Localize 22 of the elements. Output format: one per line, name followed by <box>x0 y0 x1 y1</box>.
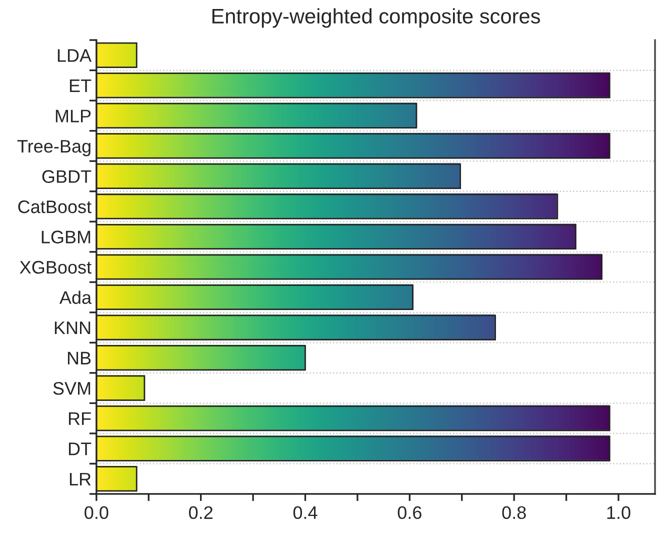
y-tick-label: XGBoost <box>20 260 92 274</box>
x-tick-label: 0.2 <box>188 506 212 520</box>
y-tick-label: Ada <box>59 290 92 304</box>
chart-title: Entropy-weighted composite scores <box>212 8 540 28</box>
y-tick-label: CatBoost <box>18 200 92 214</box>
y-tick-label: KNN <box>54 322 90 334</box>
y-tick-label: LGBM <box>42 230 90 244</box>
y-tick-label: RF <box>68 412 91 425</box>
x-tick-label: 0.6 <box>398 506 422 520</box>
y-tick-label: MLP <box>56 110 91 122</box>
y-tick-label: LR <box>70 472 91 486</box>
x-tick-label: 1.0 <box>607 506 630 520</box>
y-tick-label: ET <box>70 80 92 92</box>
y-tick-label: DT <box>68 442 92 456</box>
y-tick-label: GBDT <box>42 170 92 183</box>
x-tick-label: 0.4 <box>293 506 318 520</box>
x-tick-label: 0.0 <box>84 506 108 520</box>
x-tick-label: 0.8 <box>502 506 526 520</box>
y-tick-label: LDA <box>58 49 92 62</box>
y-tick-label: Tree-Bag <box>17 140 90 156</box>
y-tick-label: NB <box>68 352 91 364</box>
y-tick-label: SVM <box>53 382 90 395</box>
